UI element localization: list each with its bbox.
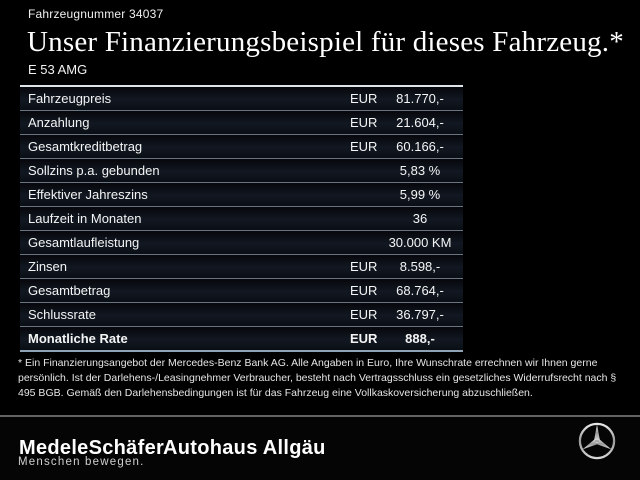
table-row: Gesamtlaufleistung 30.000 KM [20, 231, 463, 255]
table-row: Schlussrate EUR 36.797,- [20, 303, 463, 327]
row-value: 8.598,- [399, 259, 441, 274]
row-value: 81.770,- [396, 91, 444, 106]
row-value: 5,83 % [399, 163, 441, 178]
row-label: Anzahlung [28, 115, 90, 130]
row-value: 36 [412, 211, 428, 226]
financing-table: Fahrzeugpreis EUR 81.770,- Anzahlung EUR 21.6… [20, 85, 463, 352]
table-row: Sollzins p.a. gebunden 5,83 % [20, 159, 463, 183]
footer [0, 417, 640, 480]
vehicle-number: Fahrzeugnummer 34037 [28, 7, 164, 21]
table-row: Laufzeit in Monaten 36 [20, 207, 463, 231]
table-row: Anzahlung EUR 21.604,- [20, 111, 463, 135]
row-label: Sollzins p.a. gebunden [28, 163, 160, 178]
row-value: 30.000 KM [388, 235, 452, 250]
row-value: 36.797,- [396, 307, 444, 322]
table-row: Fahrzeugpreis EUR 81.770,- [20, 87, 463, 111]
row-currency: EUR [350, 139, 378, 154]
vehicle-model: E 53 AMG [28, 62, 88, 77]
row-currency: EUR [350, 331, 378, 346]
row-currency: EUR [350, 259, 378, 274]
row-value: 888,- [405, 331, 435, 346]
row-label: Gesamtbetrag [28, 283, 111, 298]
row-currency: EUR [350, 283, 378, 298]
row-currency: EUR [350, 91, 378, 106]
row-label: Gesamtlaufleistung [28, 235, 140, 250]
row-currency: EUR [350, 307, 378, 322]
row-value: 68.764,- [396, 283, 444, 298]
table-row: Monatliche Rate EUR 888,- [20, 327, 463, 352]
row-label: Schlussrate [28, 307, 96, 322]
mercedes-star-icon [578, 422, 616, 460]
row-label: Fahrzeugpreis [28, 91, 112, 106]
table-row: Zinsen EUR 8.598,- [20, 255, 463, 279]
footnote: * Ein Finanzierungsangebot der Mercedes-… [18, 357, 617, 399]
table-row: Effektiver Jahreszins 5,99 % [20, 183, 463, 207]
footer-divider [0, 415, 640, 417]
row-label: Zinsen [28, 259, 68, 274]
table-row: Gesamtkreditbetrag EUR 60.166,- [20, 135, 463, 159]
row-currency: EUR [350, 115, 378, 130]
row-value: 60.166,- [396, 139, 444, 154]
page-title: Unser Finanzierungsbeispiel für dieses F… [27, 26, 624, 58]
row-label: Effektiver Jahreszins [28, 187, 148, 202]
row-value: 21.604,- [396, 115, 444, 130]
row-value: 5,99 % [399, 187, 441, 202]
row-label: Monatliche Rate [28, 331, 128, 346]
dealer-logo-secondary: Autohaus Allgäu [163, 437, 326, 459]
dealer-tagline: Menschen bewegen. [18, 456, 145, 468]
row-label: Laufzeit in Monaten [28, 211, 142, 226]
dealer-logo: MedeleSchäfer [19, 437, 165, 459]
table-row: Gesamtbetrag EUR 68.764,- [20, 279, 463, 303]
row-label: Gesamtkreditbetrag [28, 139, 143, 154]
